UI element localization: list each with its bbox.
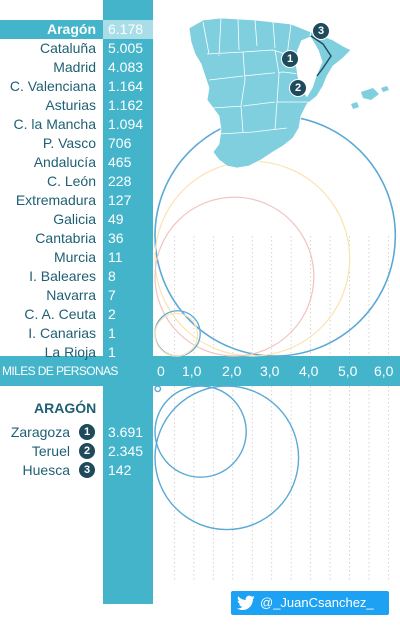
region-value: 5.005: [108, 40, 144, 56]
x-tick-label: 1,0: [182, 363, 202, 379]
region-value: 49: [108, 211, 124, 227]
province-circle: [154, 385, 247, 478]
region-value: 1.094: [108, 116, 144, 132]
region-value: 1: [108, 325, 116, 341]
x-tick-label: 4,0: [299, 363, 319, 379]
region-value: 1.162: [108, 97, 144, 113]
twitter-handle-badge[interactable]: @_JuanCsanchez_: [231, 591, 389, 615]
region-label: La Rioja: [44, 344, 96, 360]
map-badge-teruel: 2: [289, 79, 307, 97]
x-tick-label: 3,0: [260, 363, 280, 379]
region-label: C. León: [46, 173, 96, 189]
province-value: 3.691: [108, 424, 144, 440]
region-label: Madrid: [53, 59, 96, 75]
twitter-handle-text: @_JuanCsanchez_: [260, 595, 374, 610]
balearic-islands: [351, 86, 389, 109]
map-badge-zaragoza: 1: [281, 50, 299, 68]
province-label: Zaragoza: [10, 424, 70, 440]
province-value: 2.345: [108, 443, 144, 459]
region-value: 465: [108, 154, 132, 170]
region-label: Cantabria: [35, 230, 96, 246]
value-column-band: [103, 0, 153, 604]
region-value: 228: [108, 173, 132, 189]
region-label: Navarra: [46, 287, 96, 303]
region-label: I. Canarias: [28, 325, 96, 341]
highlight-row-value-bg: [103, 20, 153, 39]
x-tick-label: 6,0: [374, 363, 394, 379]
region-label: Murcia: [53, 249, 96, 265]
region-label: C. Valenciana: [9, 78, 96, 94]
province-label: Teruel: [31, 443, 70, 459]
region-label: Galicia: [53, 211, 96, 227]
region-circle: [154, 312, 199, 357]
highlight-row-label-bg: [0, 20, 103, 39]
region-label: Cataluña: [39, 40, 96, 56]
x-tick-label: 2,0: [222, 363, 242, 379]
region-value: 127: [108, 192, 132, 208]
province-badge: 1: [79, 424, 95, 440]
province-circle: [154, 385, 162, 393]
province-label: Huesca: [22, 462, 70, 478]
region-value: 2: [108, 306, 116, 322]
region-value: 706: [108, 135, 132, 151]
region-value: 11: [108, 249, 123, 265]
region-label: C. A. Ceuta: [24, 306, 96, 322]
region-label: P. Vasco: [42, 135, 96, 151]
twitter-bird-icon: [237, 595, 255, 610]
detail-title: ARAGÓN: [34, 400, 97, 416]
province-circle: [154, 385, 300, 531]
region-label: C. la Mancha: [13, 116, 96, 132]
region-value: 4.083: [108, 59, 144, 75]
region-value: 8: [108, 268, 116, 284]
province-value: 142: [108, 462, 132, 478]
region-value: 36: [108, 230, 124, 246]
map-badge-huesca: 3: [312, 22, 330, 40]
spain-map: [188, 17, 389, 169]
region-label: Andalucía: [33, 154, 96, 170]
region-circle: [154, 310, 201, 357]
axis-title: MILES DE PERSONAS: [2, 364, 118, 378]
province-badge: 2: [79, 443, 95, 459]
axis-band: [0, 356, 400, 386]
region-value: 1: [108, 344, 116, 360]
region-label: I. Baleares: [29, 268, 96, 284]
region-circle: [154, 196, 315, 357]
x-tick-label: 0: [157, 363, 165, 379]
region-circle: [154, 160, 351, 357]
aragon-border-line: [310, 35, 332, 77]
province-badge: 3: [79, 462, 95, 478]
region-value: 6.178: [108, 21, 144, 37]
region-value: 1.164: [108, 78, 144, 94]
region-label: Extremadura: [15, 192, 96, 208]
spain-mainland: [188, 17, 352, 169]
region-value: 7: [108, 287, 116, 303]
x-tick-label: 5,0: [338, 363, 358, 379]
region-label: Aragón: [47, 21, 96, 37]
region-label: Asturias: [45, 97, 96, 113]
